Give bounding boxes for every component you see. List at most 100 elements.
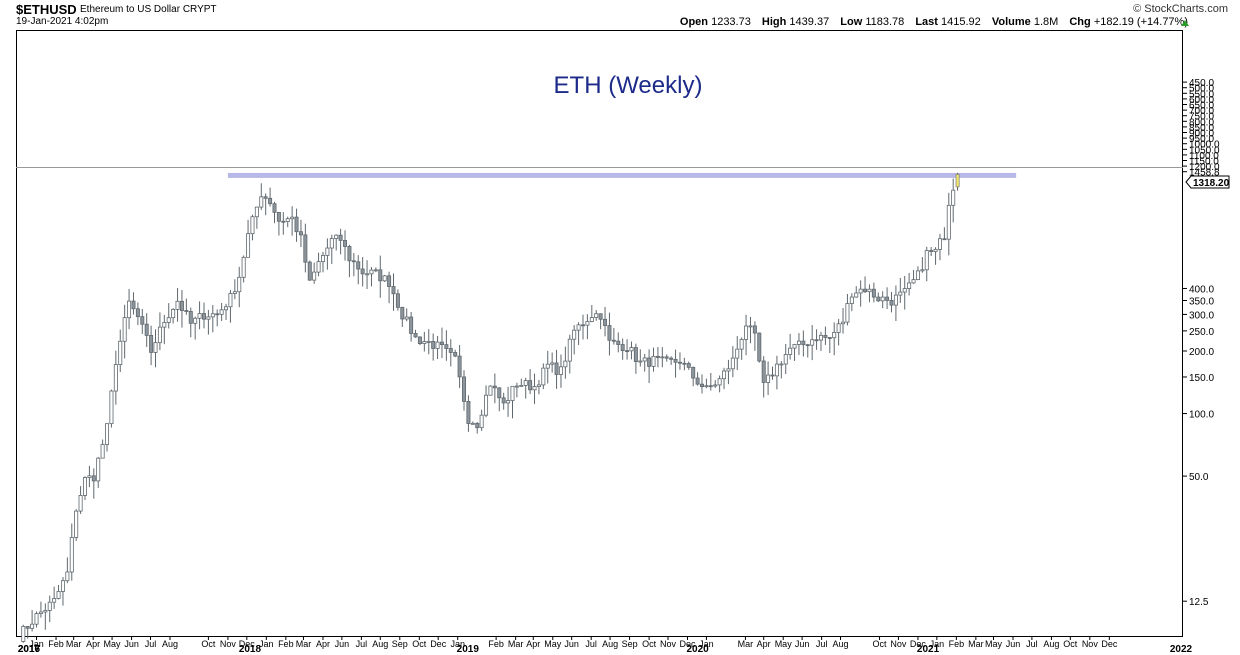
x-month-label: Jul — [145, 639, 157, 649]
candle-body — [951, 189, 956, 206]
candle-body — [382, 275, 387, 282]
candle-body — [34, 613, 39, 625]
ticker-symbol[interactable]: $ETHUSD — [16, 2, 77, 17]
x-year-label: 2021 — [917, 644, 940, 655]
candle-body — [717, 378, 722, 386]
candle-body — [263, 196, 268, 199]
candle-body — [360, 268, 365, 275]
x-month-label: May — [775, 639, 793, 649]
candle-body — [620, 344, 625, 352]
candle-body — [462, 376, 466, 402]
candle-body — [726, 368, 731, 372]
x-month-label: Feb — [949, 639, 965, 649]
candle-body — [400, 306, 405, 320]
candle-body — [466, 400, 471, 424]
candle-body — [854, 292, 859, 298]
candle-body — [281, 220, 286, 223]
y-tick-label: 250.0 — [1189, 327, 1214, 338]
y-tick-label: 800.0 — [1189, 117, 1214, 128]
x-month-label: Apr — [316, 639, 330, 649]
x-month-label: Aug — [602, 639, 618, 649]
candle-body — [660, 356, 665, 359]
y-tick-label: 300.0 — [1189, 310, 1214, 321]
candle-body — [285, 218, 290, 222]
candle-body — [810, 339, 815, 346]
candle-body — [250, 216, 255, 235]
candle-body — [845, 303, 850, 323]
candle-body — [316, 261, 321, 273]
candle-body — [91, 475, 96, 482]
candle-body — [528, 380, 533, 391]
x-month-label: Dec — [1101, 639, 1118, 649]
candle-body — [554, 362, 559, 375]
x-month-label: Dec — [430, 639, 447, 649]
candle-body — [655, 355, 660, 358]
x-month-label: Apr — [757, 639, 771, 649]
x-month-label: Nov — [890, 639, 907, 649]
x-month-label: Dec — [239, 639, 256, 649]
candle-body — [171, 309, 176, 319]
candle-body — [237, 276, 242, 293]
x-month-label: Apr — [86, 639, 100, 649]
candle-body — [770, 374, 775, 377]
x-month-label: Dec — [910, 639, 927, 649]
candle-body — [673, 358, 678, 363]
x-month-label: Nov — [1082, 639, 1099, 649]
candle-body — [748, 325, 753, 328]
candle-body — [254, 206, 259, 218]
candle-body — [863, 288, 868, 293]
resistance-line — [227, 172, 1017, 178]
x-month-label: Jul — [1026, 639, 1038, 649]
candle-body — [836, 323, 841, 333]
open-value: 1233.73 — [711, 16, 751, 28]
x-month-label: Mar — [296, 639, 312, 649]
candle-body — [563, 360, 568, 368]
candle-body — [219, 309, 224, 315]
candle-body — [369, 269, 374, 275]
x-month-label: Jan — [450, 639, 465, 649]
x-month-label: Jul — [585, 639, 597, 649]
candle-body — [365, 273, 370, 276]
y-tick-label: 400.0 — [1189, 284, 1214, 295]
open-label: Open — [679, 16, 709, 28]
x-month-label: Feb — [278, 639, 294, 649]
candle-body — [506, 400, 511, 404]
candle-body — [272, 203, 277, 213]
candle-body — [669, 357, 674, 360]
candle-body — [642, 357, 647, 362]
candle-body — [841, 321, 846, 325]
candle-body — [735, 348, 740, 359]
candle-body — [56, 591, 61, 599]
candle-body — [329, 238, 334, 249]
candle-body — [83, 477, 87, 496]
candle-body — [162, 322, 167, 328]
stockcharts-brand: © StockCharts.com — [1133, 3, 1228, 15]
last-label: Last — [915, 16, 938, 28]
candle-body — [766, 374, 771, 383]
x-month-label: Jun — [564, 639, 579, 649]
candle-body — [444, 344, 449, 349]
candle-body — [404, 316, 409, 320]
candle-body — [514, 385, 519, 388]
x-month-label: Aug — [1043, 639, 1059, 649]
y-tick-label: 1100.0 — [1189, 151, 1219, 162]
candle-body — [210, 313, 215, 318]
y-tick-label: 150.0 — [1189, 373, 1214, 384]
candle-body — [801, 340, 806, 346]
candle-body — [338, 234, 343, 241]
candle-body — [633, 347, 638, 362]
candle-body — [519, 384, 524, 387]
x-month-label: Jun — [124, 639, 139, 649]
x-month-label: Mar — [66, 639, 82, 649]
x-month-label: Nov — [220, 639, 237, 649]
candle-body — [78, 495, 83, 512]
candle-body — [193, 317, 198, 324]
candle-body — [827, 337, 832, 339]
candle-body — [246, 233, 251, 258]
candle-body — [739, 338, 744, 350]
candle-body — [523, 380, 528, 386]
candle-body — [87, 475, 92, 478]
candle-body — [479, 414, 484, 429]
candle-body — [946, 204, 951, 240]
